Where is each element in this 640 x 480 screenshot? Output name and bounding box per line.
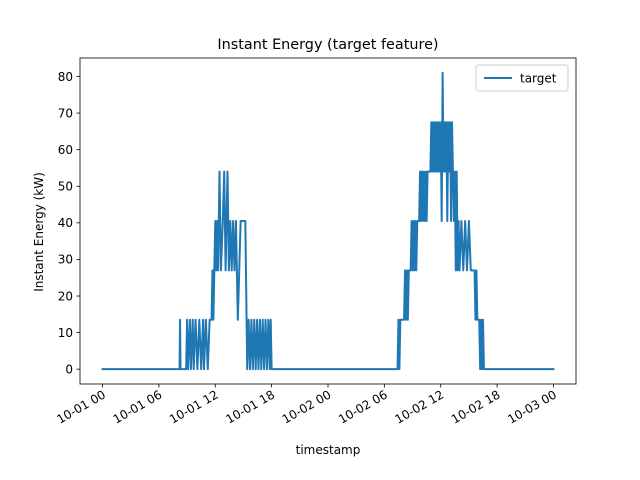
y-axis: 0 10 20 30 40 50 60 70 80	[58, 70, 80, 376]
y-tick-label: 40	[58, 216, 73, 230]
y-tick-label: 10	[58, 326, 73, 340]
y-tick-label: 0	[65, 362, 73, 376]
y-tick-label: 50	[58, 180, 73, 194]
series-line-target	[101, 71, 555, 371]
legend: target	[475, 64, 569, 92]
x-axis-title: timestamp	[296, 443, 361, 457]
chart-title: Instant Energy (target feature)	[217, 37, 438, 53]
y-axis-title: Instant Energy (kW)	[32, 172, 46, 292]
y-tick-label: 20	[58, 289, 73, 303]
y-tick-label: 70	[58, 106, 73, 120]
legend-label: target	[520, 71, 557, 85]
y-tick-label: 80	[58, 70, 73, 84]
y-tick-label: 60	[58, 143, 73, 157]
legend-box	[475, 64, 569, 92]
y-tick-label: 30	[58, 253, 73, 267]
